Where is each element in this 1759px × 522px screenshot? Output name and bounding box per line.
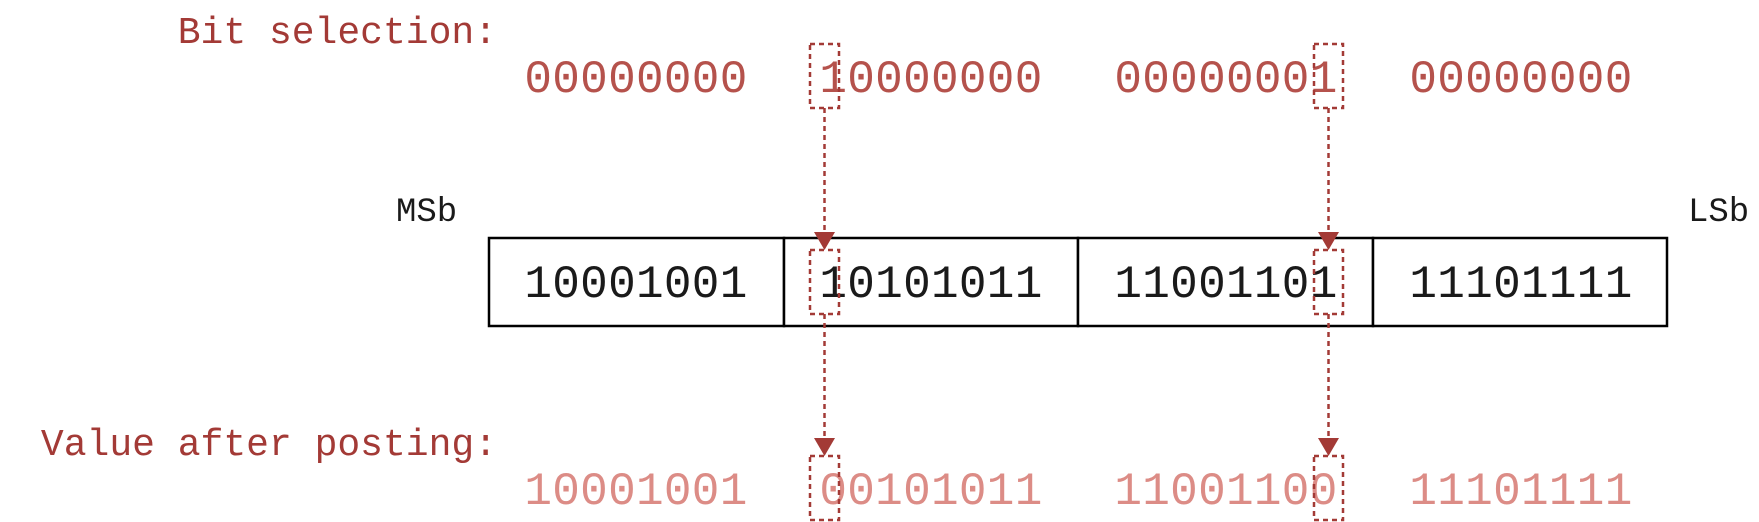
posted-byte-1: 00101011 — [819, 466, 1042, 518]
arrowhead-down-posted-2 — [1318, 438, 1339, 456]
selection-highlight-box-2 — [1312, 42, 1345, 110]
selection-highlight-box-1 — [808, 42, 841, 110]
arrowhead-down-register-1 — [814, 232, 835, 250]
highlight-column-byte1-bit0 — [808, 42, 841, 522]
posted-byte-3: 11101111 — [1409, 466, 1632, 518]
posted-highlight-box-1 — [808, 454, 841, 522]
register-values-row: 10001001 10101011 11001101 11101111 — [524, 259, 1632, 311]
register-cell-0 — [487, 236, 786, 328]
register-highlight-box-2 — [1312, 248, 1345, 316]
register-cell-3 — [1371, 236, 1669, 328]
register-byte-2: 11001101 — [1114, 259, 1337, 311]
register-byte-3: 11101111 — [1409, 259, 1632, 311]
register-cell-2 — [1076, 236, 1375, 328]
posted-byte-2: 11001100 — [1114, 466, 1337, 518]
register-byte-0: 10001001 — [524, 259, 747, 311]
posted-byte-0: 10001001 — [524, 466, 747, 518]
bit-selection-byte-2: 00000001 — [1114, 54, 1337, 106]
bit-selection-byte-0: 00000000 — [524, 54, 747, 106]
posted-highlight-box-2 — [1312, 454, 1345, 522]
posted-values-row: 10001001 00101011 11001100 11101111 — [524, 466, 1632, 518]
value-after-posting-label: Value after posting: — [41, 424, 497, 467]
highlight-column-byte2-bit7 — [1312, 42, 1345, 522]
lsb-label: LSb — [1688, 194, 1749, 232]
msb-label: MSb — [396, 194, 457, 232]
bit-selection-row: 00000000 10000000 00000001 00000000 — [524, 54, 1632, 106]
bit-selection-byte-1: 10000000 — [819, 54, 1042, 106]
register-highlight-box-1 — [808, 248, 841, 316]
register-byte-1: 10101011 — [819, 259, 1042, 311]
bit-selection-byte-3: 00000000 — [1409, 54, 1632, 106]
register-cell-1 — [782, 236, 1080, 328]
bit-selection-label: Bit selection: — [178, 12, 497, 55]
arrowhead-down-register-2 — [1318, 232, 1339, 250]
register — [487, 236, 1669, 328]
arrowhead-down-posted-1 — [814, 438, 835, 456]
